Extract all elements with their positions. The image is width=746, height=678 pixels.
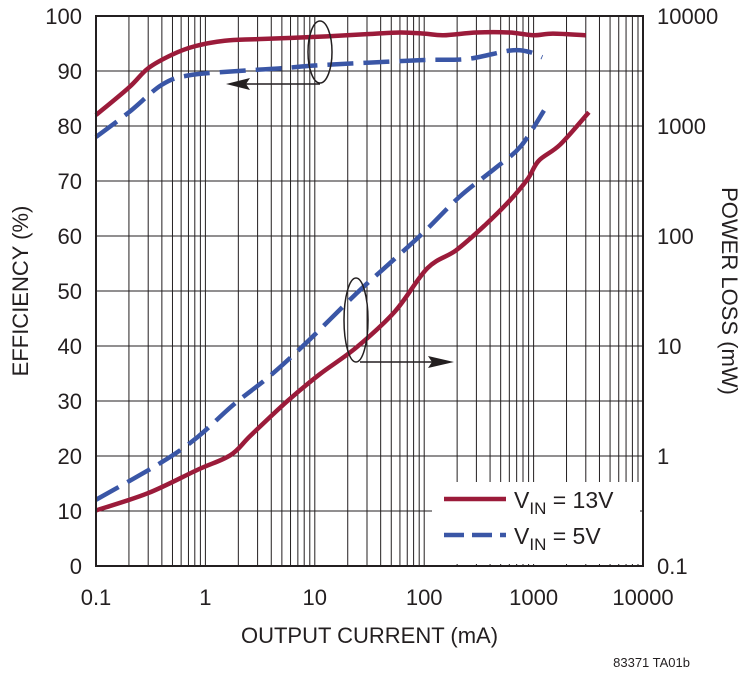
annotations xyxy=(226,20,454,368)
legend-label: VIN = 13V xyxy=(514,487,614,518)
x-tick-label: 10000 xyxy=(612,585,673,610)
y-tick-label: 30 xyxy=(58,389,82,414)
y2-tick-label: 10000 xyxy=(657,4,718,29)
y-tick-label: 40 xyxy=(58,334,82,359)
y-tick-label: 60 xyxy=(58,224,82,249)
power-loss-group-ellipse xyxy=(343,277,369,363)
tick-labels: 0.1 1 10 100 1000 100000102030405060708090100… xyxy=(45,4,718,610)
vin-13v-power-loss-line xyxy=(95,110,591,513)
y2-tick-label: 1000 xyxy=(657,114,706,139)
y-tick-label: 0 xyxy=(70,554,82,579)
left-arrow-icon xyxy=(226,78,250,90)
y-tick-label: 10 xyxy=(58,499,82,524)
legend: VIN = 13V VIN = 5V xyxy=(432,482,640,564)
y2-axis-label: POWER LOSS (mW) xyxy=(717,187,742,395)
x-tick-label: 1000 xyxy=(509,585,558,610)
y-tick-label: 70 xyxy=(58,169,82,194)
x-tick-label: 10 xyxy=(303,585,327,610)
plot-frame xyxy=(95,15,644,567)
grid xyxy=(95,16,643,566)
y2-tick-label: 1 xyxy=(657,444,669,469)
y-tick-label: 50 xyxy=(58,279,82,304)
vin-5v-efficiency-line xyxy=(94,47,544,139)
x-tick-label: 100 xyxy=(406,585,443,610)
x-axis-label: OUTPUT CURRENT (mA) xyxy=(241,623,498,648)
y2-tick-label: 0.1 xyxy=(657,554,688,579)
vin-5v-power-loss-line xyxy=(94,109,546,502)
y2-tick-label: 100 xyxy=(657,224,694,249)
legend-box xyxy=(432,482,640,564)
vin-13v-efficiency-line xyxy=(94,29,586,117)
series-lines xyxy=(94,29,591,513)
y-axis-label: EFFICIENCY (%) xyxy=(8,206,33,377)
y2-tick-label: 10 xyxy=(657,334,681,359)
figure-id: 83371 TA01b xyxy=(613,655,690,670)
y-tick-label: 90 xyxy=(58,59,82,84)
right-arrow-icon xyxy=(428,356,454,368)
x-tick-label: 1 xyxy=(199,585,211,610)
y-tick-label: 20 xyxy=(58,444,82,469)
efficiency-group-ellipse xyxy=(307,20,333,84)
x-tick-label: 0.1 xyxy=(81,585,112,610)
y-tick-label: 80 xyxy=(58,114,82,139)
y-tick-label: 100 xyxy=(45,4,82,29)
legend-label: VIN = 5V xyxy=(514,523,601,554)
